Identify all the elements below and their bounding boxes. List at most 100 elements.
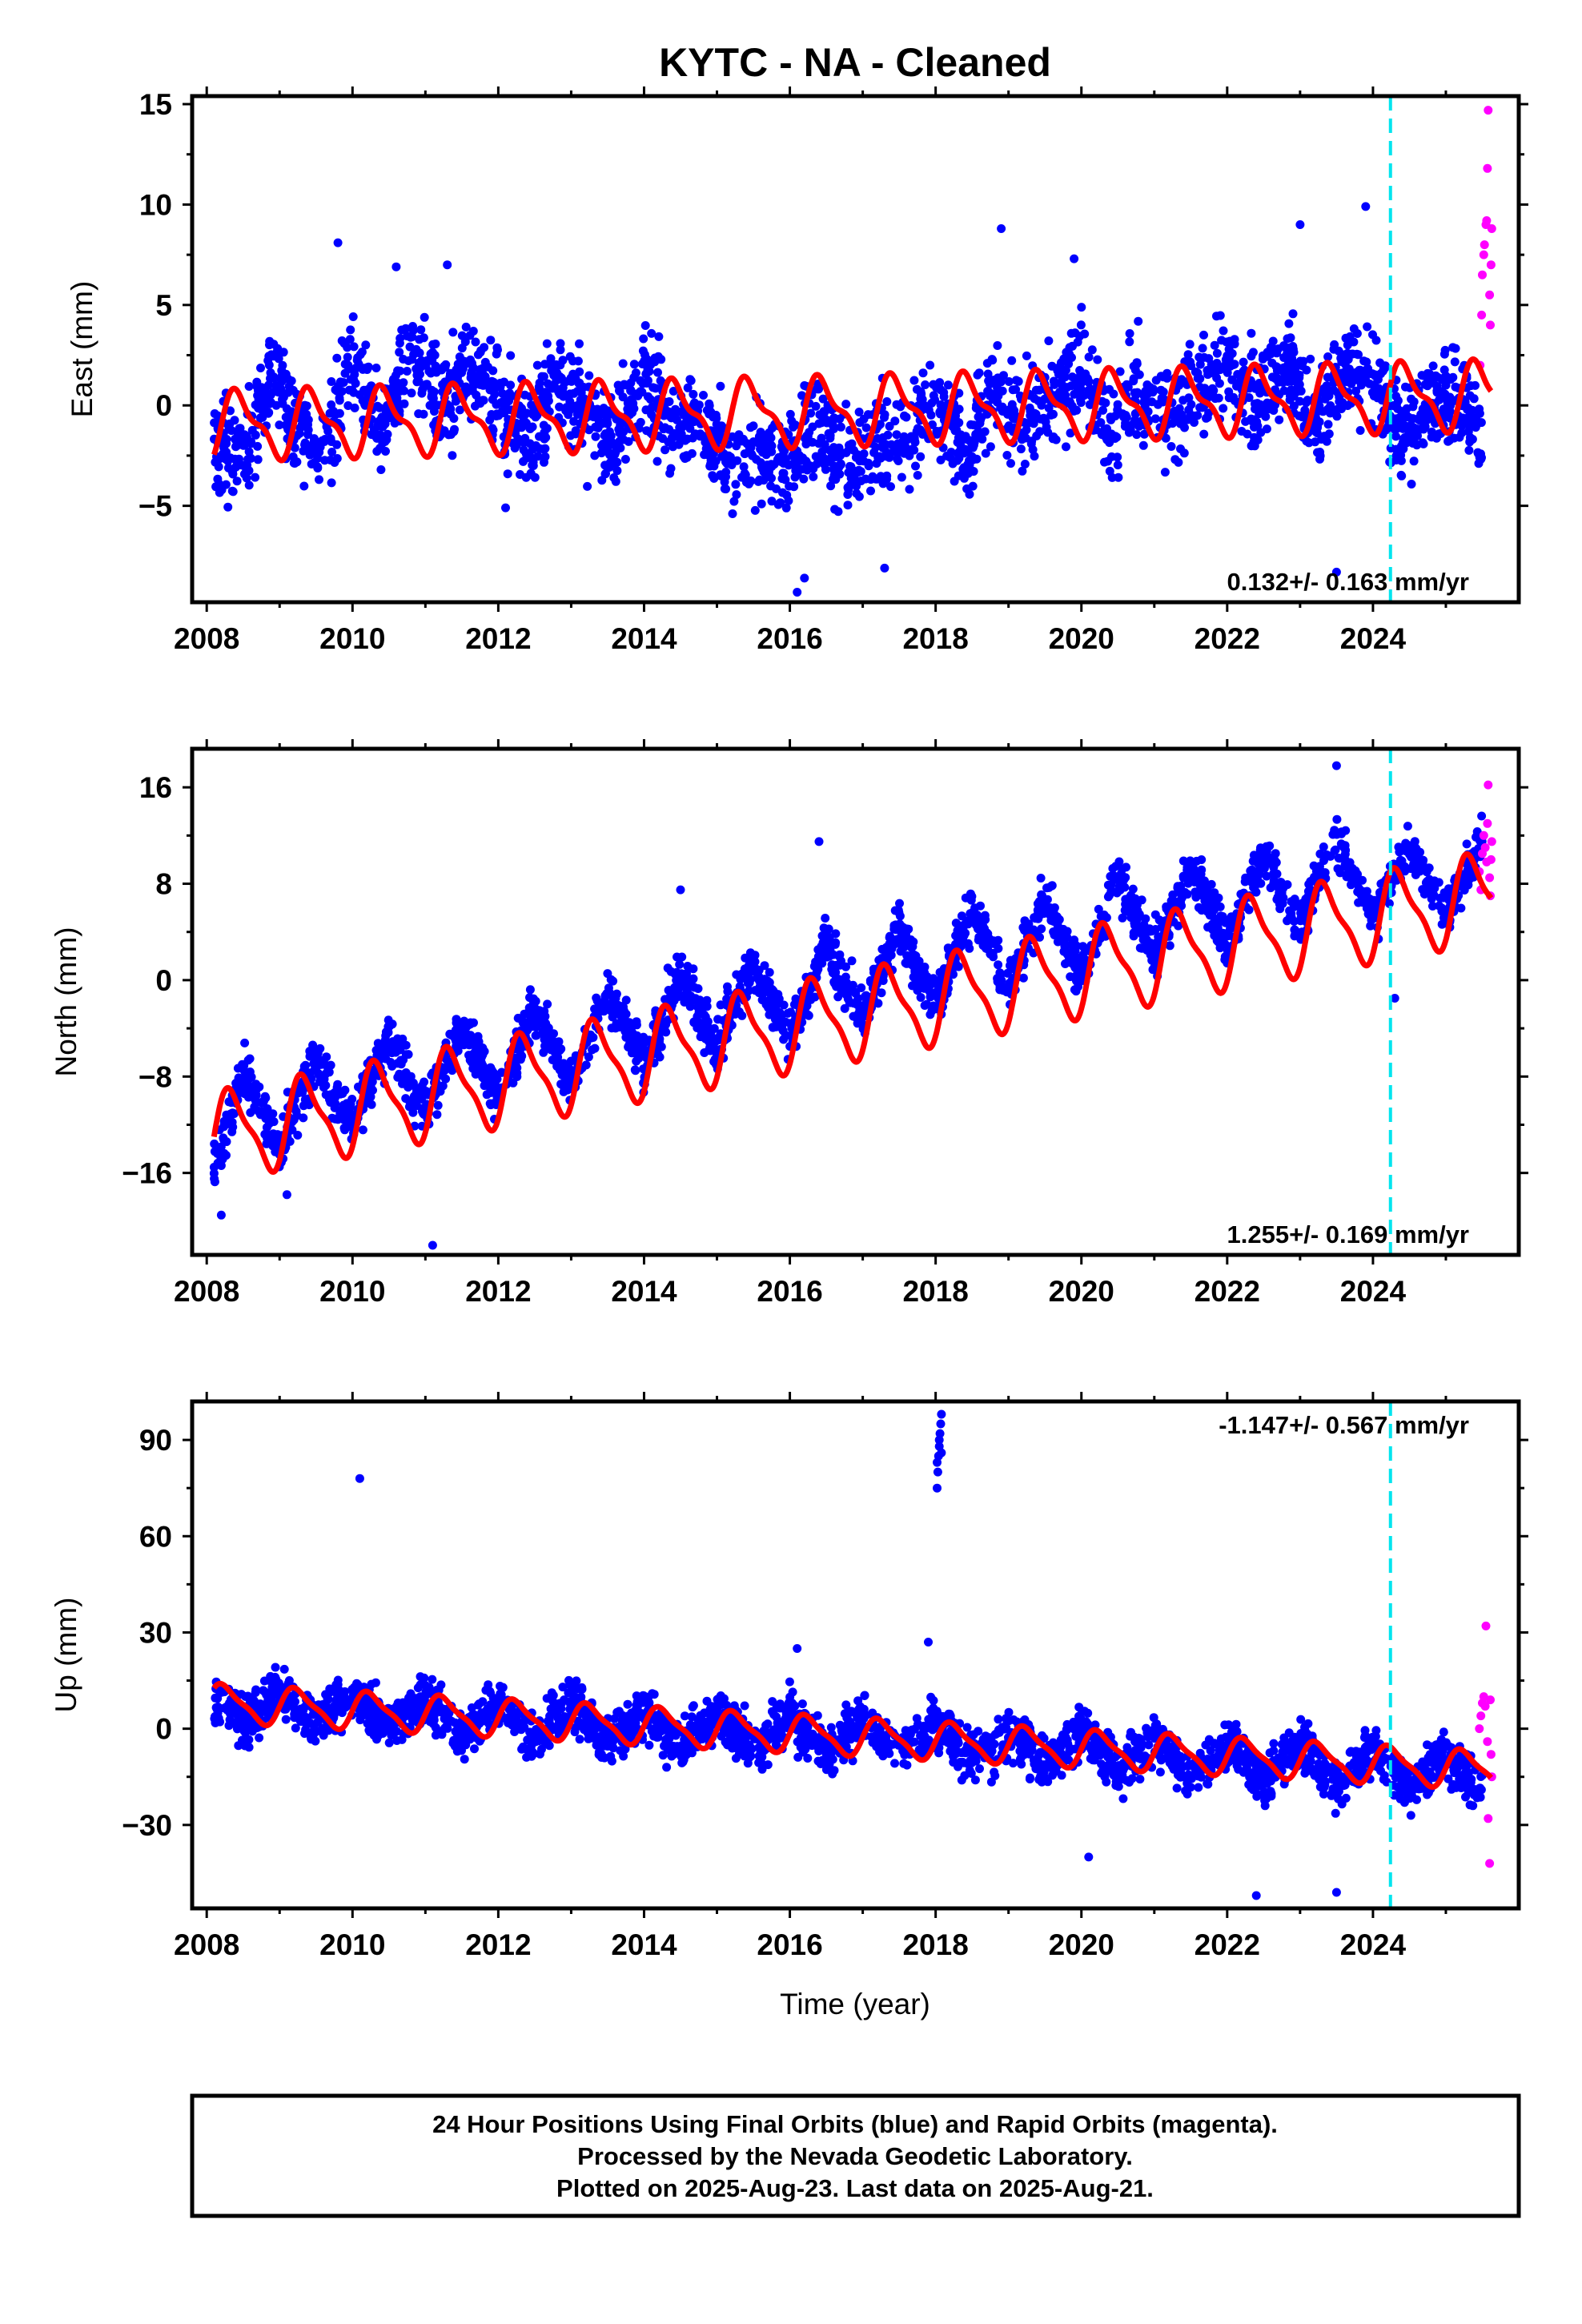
north-final-point	[592, 996, 602, 1006]
north-final-point	[768, 1023, 777, 1032]
east-final-point	[648, 383, 658, 392]
north-final-point	[478, 1072, 488, 1082]
east-final-point	[327, 400, 336, 409]
east-final-point	[1043, 428, 1053, 437]
east-final-point	[729, 497, 739, 506]
east-final-point	[1168, 419, 1178, 428]
east-final-point	[583, 481, 592, 491]
east-final-point	[584, 371, 594, 380]
east-final-point	[266, 390, 275, 400]
east-final-point	[1346, 372, 1355, 381]
north-final-point	[1037, 894, 1046, 903]
east-final-point	[1269, 406, 1279, 415]
north-final-point	[249, 1085, 259, 1095]
east-final-point	[976, 415, 986, 424]
east-final-point	[1386, 444, 1395, 453]
east-final-point	[228, 468, 237, 477]
east-final-point	[309, 434, 319, 444]
east-final-point	[244, 480, 254, 490]
north-final-point	[1115, 885, 1125, 895]
east-final-point	[1215, 311, 1225, 320]
east-final-point	[666, 436, 676, 446]
east-final-point	[946, 452, 955, 462]
east-final-point	[1004, 377, 1014, 386]
north-final-point	[689, 964, 698, 974]
east-outlier-point	[443, 260, 452, 270]
north-final-point	[441, 1074, 451, 1084]
east-final-point	[936, 406, 946, 416]
east-final-point	[1359, 368, 1368, 378]
east-final-point	[1114, 472, 1123, 482]
east-final-point	[1077, 303, 1086, 312]
east-final-point	[640, 350, 649, 360]
east-final-point	[1124, 428, 1134, 437]
east-final-point	[732, 441, 741, 451]
east-y-tick-label: 10	[139, 188, 172, 221]
east-final-point	[788, 451, 797, 460]
north-final-point	[966, 895, 976, 905]
north-final-point	[1285, 906, 1295, 915]
east-final-point	[853, 450, 862, 460]
east-final-point	[811, 452, 821, 461]
east-final-point	[738, 434, 748, 444]
east-final-point	[407, 388, 416, 398]
north-final-point	[621, 995, 631, 1005]
east-final-point	[235, 454, 243, 464]
east-final-point	[1066, 381, 1076, 391]
east-final-point	[826, 481, 836, 491]
east-y-axis-label: East (mm)	[66, 281, 98, 418]
east-final-point	[299, 481, 309, 491]
east-final-point	[1138, 440, 1148, 450]
east-final-point	[1210, 340, 1219, 350]
east-final-point	[700, 450, 709, 460]
east-final-point	[1161, 433, 1170, 443]
east-final-point	[1139, 429, 1149, 439]
east-final-point	[1247, 441, 1256, 451]
east-final-point	[769, 460, 779, 469]
east-final-point	[455, 352, 464, 362]
east-final-point	[231, 434, 240, 444]
north-final-point	[602, 1002, 612, 1011]
north-final-point	[1018, 973, 1028, 983]
east-final-point	[1041, 417, 1050, 427]
east-final-point	[1057, 377, 1066, 387]
east-final-point	[540, 457, 548, 467]
east-final-point	[488, 395, 497, 404]
east-final-point	[1177, 375, 1186, 384]
north-final-point	[709, 1057, 719, 1067]
east-final-point	[705, 401, 714, 411]
east-final-point	[801, 457, 811, 467]
east-final-point	[932, 427, 942, 436]
east-final-point	[604, 461, 614, 470]
north-final-point	[584, 1052, 593, 1062]
east-final-point	[1143, 407, 1153, 416]
east-final-point	[1185, 340, 1195, 349]
east-final-point	[1302, 398, 1311, 408]
east-final-point	[1300, 405, 1310, 415]
east-final-point	[772, 484, 781, 493]
east-final-point	[766, 440, 776, 449]
east-final-point	[820, 440, 829, 449]
north-final-point	[1041, 902, 1050, 911]
east-final-point	[669, 387, 678, 396]
east-final-point	[767, 497, 777, 506]
east-final-point	[661, 445, 670, 455]
east-final-point	[1467, 420, 1476, 429]
east-final-point	[1184, 393, 1194, 403]
east-final-point	[1007, 400, 1017, 409]
east-final-point	[330, 411, 339, 420]
east-final-point	[936, 455, 946, 464]
east-final-point	[523, 450, 532, 460]
east-final-point	[1253, 435, 1263, 444]
east-final-point	[403, 332, 412, 341]
east-final-point	[1134, 421, 1144, 431]
east-final-point	[1475, 404, 1484, 414]
east-final-point	[709, 412, 718, 422]
east-final-point	[936, 400, 946, 409]
east-final-point	[1248, 348, 1258, 357]
east-final-point	[506, 351, 516, 360]
east-final-point	[1016, 444, 1026, 454]
east-final-point	[1022, 425, 1031, 435]
